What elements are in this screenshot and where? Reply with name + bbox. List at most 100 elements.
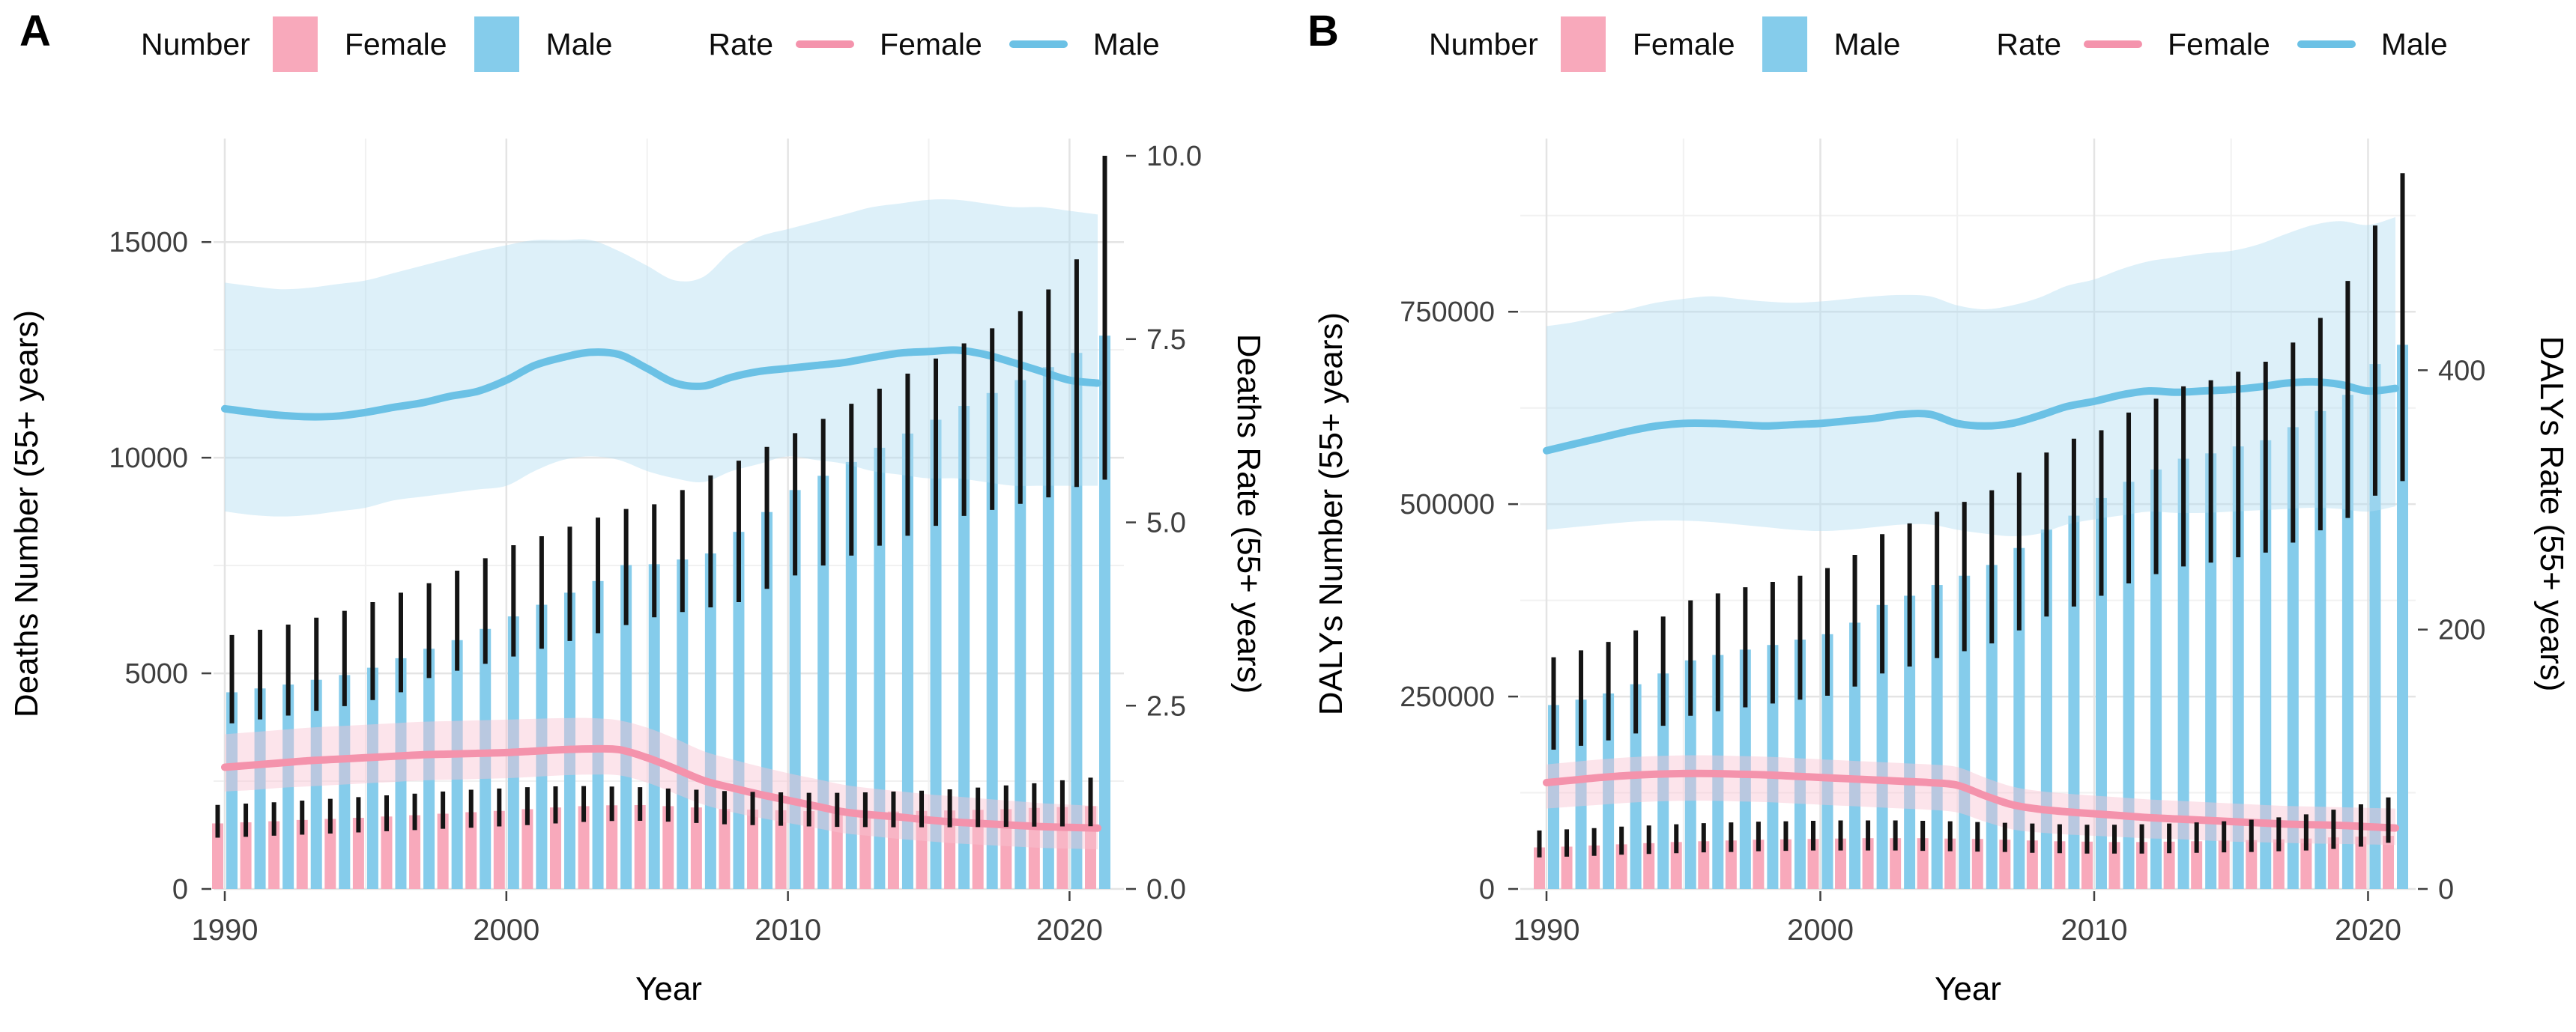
male-bar-2005 [648,564,660,889]
panel-deaths: A Number Female Male Rate Female Male 0 5… [8,7,1267,1007]
male-bar-2020 [2369,364,2381,889]
female-bar-2005 [1944,838,1956,889]
male-bar-2009 [2068,515,2080,889]
female-bar-2000 [1807,839,1819,889]
male-bar-2008 [733,532,745,889]
female-rate-line [221,744,1101,832]
svg-text:0: 0 [172,874,188,905]
female-bar-1994 [1643,843,1655,889]
male-bar-1991 [254,688,266,889]
svg-text:15000: 15000 [109,227,188,258]
svg-text:2010: 2010 [2061,914,2127,947]
right-axis-title: Deaths Rate (55+ years) [1230,334,1267,694]
grid-major [214,139,1124,890]
male-rate-line-swatch [2297,40,2356,48]
male-bar-1993 [1630,684,1642,889]
female-bar-2017 [972,810,984,889]
x-axis-title: Year [1935,971,2001,1007]
female-bar-1992 [268,821,280,889]
male-bar-1999 [1794,640,1806,889]
female-bar-1992 [1588,845,1600,889]
female-bar-2017 [2273,839,2285,889]
male-bar-2010 [789,490,801,889]
female-bar-2018 [1000,809,1012,889]
female-bar-2010 [2081,841,2093,889]
female-number-swatch [272,16,318,72]
female-bar-2015 [916,810,928,889]
panel-letter-a: A [19,7,51,55]
legend-male-label: Male [1833,26,1901,61]
male-bar-2019 [2341,395,2353,889]
male-bar-1997 [1739,649,1751,889]
female-bar-1991 [1561,846,1573,889]
male-bar-1998 [451,640,463,889]
female-bar-1998 [1753,840,1765,889]
x-axis-title: Year [635,971,702,1007]
male-bar-1994 [339,675,351,889]
male-bar-2017 [986,392,998,889]
left-axis-labels: 0 5000 10000 15000 [109,227,188,905]
female-rate-line-swatch [2084,40,2143,48]
female-bar-2002 [549,807,561,889]
male-bar-2013 [2177,458,2189,889]
svg-text:250000: 250000 [1400,682,1495,713]
female-bar-2013 [2163,841,2175,889]
dalys-chart: 0 250000 500000 750000 0 200 400 1990 2000 2010 20… [1313,139,2570,1007]
male-rate-line [221,346,1101,421]
male-bar-2006 [677,559,689,889]
male-bar-2013 [874,447,886,889]
female-bar-2021 [2383,836,2394,889]
male-bar-2019 [1042,367,1054,889]
right-axis-labels: 0.0 2.5 5.0 7.5 10.0 [1146,141,1202,905]
female-bar-2005 [634,804,646,889]
legend-female-label: Female [880,26,982,61]
female-bar-2020 [2355,837,2367,889]
male-rate-line-swatch [1009,40,1068,48]
male-bar-2012 [2150,469,2162,889]
female-bar-2012 [2136,842,2148,889]
male-bar-1992 [1603,693,1615,889]
svg-text:10.0: 10.0 [1146,141,1202,172]
male-bar-1997 [423,649,435,889]
female-bar-2015 [2218,840,2230,889]
male-bar-2021 [2397,344,2408,890]
legend-rate-label: Rate [708,26,774,61]
female-bar-1991 [240,822,252,889]
female-bar-2012 [831,811,843,889]
male-bar-2000 [1821,634,1833,889]
right-axis-labels: 0 200 400 [2438,355,2485,905]
male-bar-1991 [1575,699,1587,889]
female-bar-2001 [1835,838,1847,889]
svg-text:7.5: 7.5 [1146,324,1186,356]
female-bar-1997 [409,815,421,889]
male-rate-band [225,199,1098,517]
chart-legend: Number Female Male Rate Female Male [1429,12,2475,76]
female-bar-2004 [1917,838,1929,889]
x-axis-labels: 1990 2000 2010 2020 [1514,914,2401,947]
male-bar-2016 [958,406,970,889]
female-bar-2003 [578,806,590,889]
female-bar-2008 [719,809,731,889]
female-bar-2018 [2300,838,2312,889]
svg-text:200: 200 [2438,615,2485,646]
female-bars [1534,836,2394,889]
female-number-swatch [1560,16,1606,72]
male-bar-2018 [2315,410,2326,889]
female-bar-1993 [296,819,308,889]
male-bar-2007 [704,553,716,889]
male-bar-2005 [1959,575,1971,889]
female-bar-2011 [803,811,815,889]
male-bar-1992 [282,685,294,889]
axis-ticks [202,154,1136,901]
male-bar-2003 [1904,595,1916,889]
male-bar-2002 [1876,604,1888,889]
female-bar-2009 [2054,841,2066,889]
svg-text:10000: 10000 [109,443,188,474]
female-bar-2006 [1971,839,1983,889]
male-bar-2016 [2260,440,2272,889]
male-bar-1994 [1657,673,1669,889]
male-bar-1990 [1548,705,1559,889]
male-rate-line [1543,377,2399,455]
female-bar-2007 [1999,840,2011,889]
male-bar-2008 [2040,529,2052,889]
